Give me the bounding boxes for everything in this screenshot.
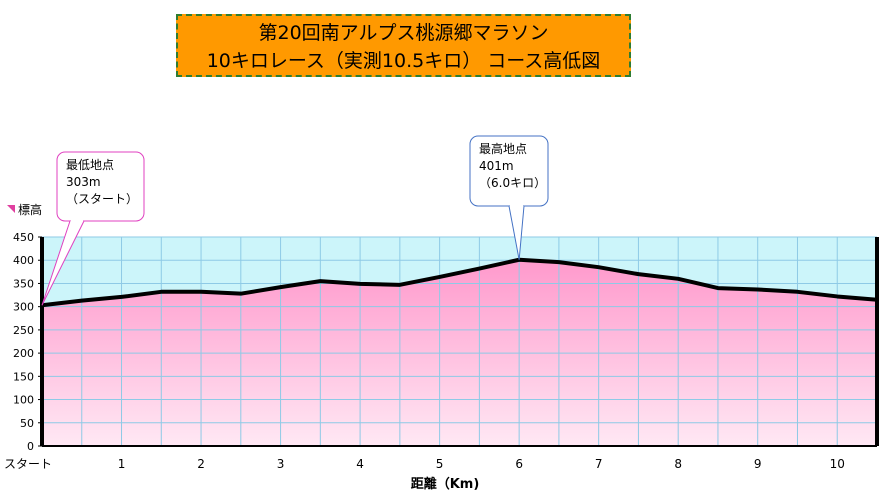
- annotation-min: 最低地点 303m （スタート）: [41, 151, 145, 306]
- x-tick-label: 8: [674, 457, 682, 471]
- elevation-point: [557, 260, 561, 264]
- annotation-pointer: [41, 220, 85, 306]
- elevation-point: [676, 277, 680, 281]
- elevation-point: [120, 295, 124, 299]
- y-tick-label: 50: [20, 417, 34, 430]
- y-tick-label: 0: [27, 440, 34, 453]
- elevation-point: [477, 267, 481, 271]
- x-axis-title: 距離（Km): [411, 476, 480, 492]
- elevation-point: [438, 275, 442, 279]
- annotation-box: [56, 151, 145, 222]
- x-tick-label: 6: [515, 457, 523, 471]
- annotation-text: 401m: [479, 159, 514, 173]
- annotation-text: 最高地点: [479, 141, 527, 156]
- elevation-point: [358, 282, 362, 286]
- chart-title-line2: 10キロレース（実測10.5キロ） コース高低図: [206, 50, 601, 72]
- elevation-point: [199, 290, 203, 294]
- x-tick-label: 5: [436, 457, 444, 471]
- elevation-point: [80, 299, 84, 303]
- x-tick-label: スタート: [4, 457, 52, 471]
- y-tick-label: 450: [13, 231, 34, 244]
- x-tick-label: 4: [356, 457, 364, 471]
- elevation-point: [716, 286, 720, 290]
- annotation-max: 最高地点 401m （6.0キロ）: [469, 135, 549, 260]
- elevation-point: [795, 290, 799, 294]
- elevation-point: [279, 285, 283, 289]
- chart-title-box: 第20回南アルプス桃源郷マラソン 10キロレース（実測10.5キロ） コース高低…: [176, 14, 631, 77]
- elevation-point: [597, 265, 601, 269]
- x-tick-label: 1: [118, 457, 126, 471]
- elevation-point: [636, 272, 640, 276]
- x-tick-label: 10: [830, 457, 845, 471]
- x-tick-label: 9: [754, 457, 762, 471]
- elevation-point: [398, 283, 402, 287]
- annotation-text: 303m: [66, 175, 101, 189]
- annotation-text: （スタート）: [66, 192, 138, 206]
- annotation-text: 最低地点: [66, 158, 114, 172]
- chart-title-line1: 第20回南アルプス桃源郷マラソン: [258, 22, 549, 44]
- legend-marker: [7, 205, 15, 213]
- elevation-point: [318, 279, 322, 283]
- y-tick-label: 400: [13, 254, 34, 267]
- y-tick-label: 200: [13, 347, 34, 360]
- elevation-line: [41, 257, 878, 308]
- x-tick-label: 2: [197, 457, 205, 471]
- elevation-point: [756, 287, 760, 291]
- annotation-text: （6.0キロ）: [479, 176, 546, 190]
- elevation-point: [239, 292, 243, 296]
- y-tick-label: 300: [13, 301, 34, 314]
- y-tick-label: 100: [13, 394, 34, 407]
- elevation-point: [159, 290, 163, 294]
- annotation-pointer: [508, 205, 525, 260]
- elevation-point: [835, 294, 839, 298]
- y-tick-label: 150: [13, 370, 34, 383]
- y-axis-title: 標高: [18, 202, 42, 217]
- y-tick-label: 250: [13, 324, 34, 337]
- x-tick-label: 7: [595, 457, 603, 471]
- y-tick-label: 350: [13, 277, 34, 290]
- x-tick-label: 3: [277, 457, 285, 471]
